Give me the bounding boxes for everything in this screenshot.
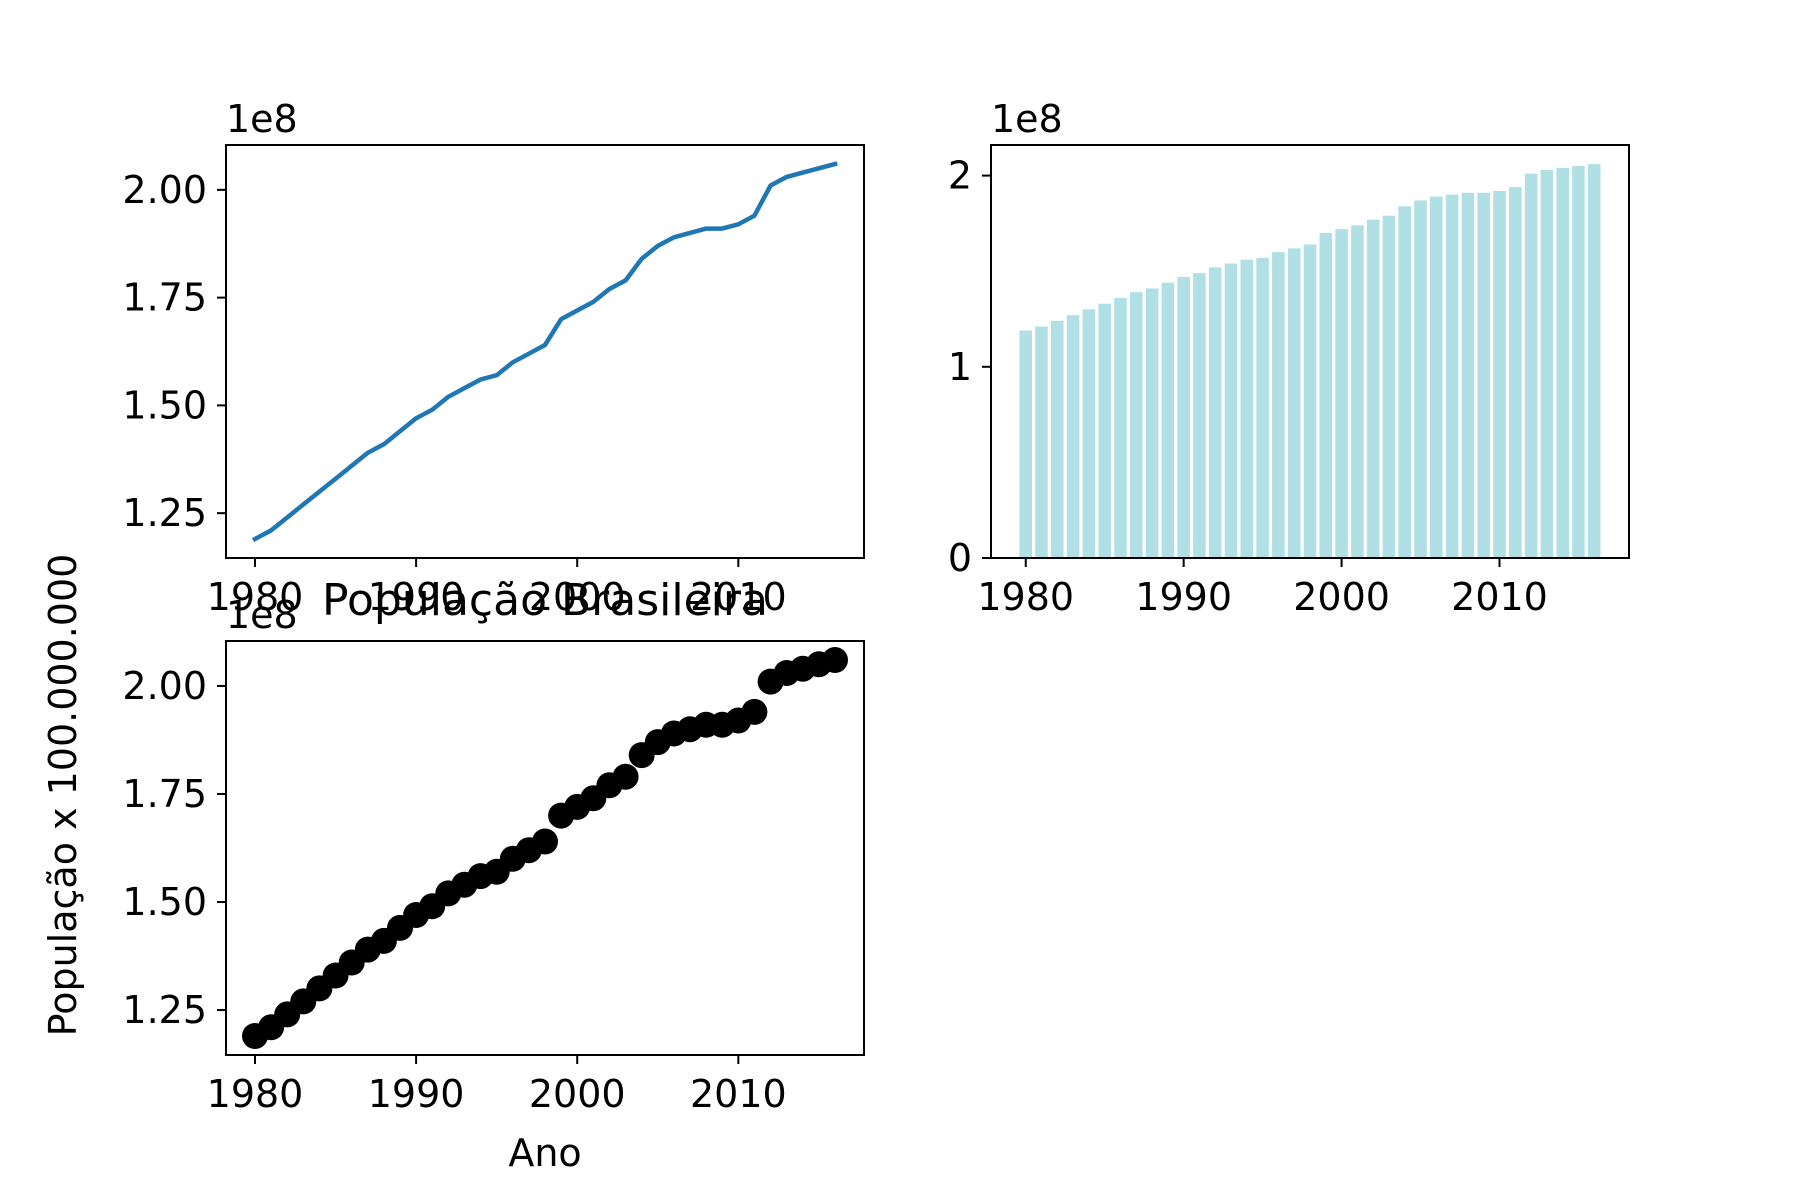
bar-1999 (1319, 233, 1333, 558)
y-tick-label: 1.50 (122, 880, 207, 924)
bar-2004 (1398, 206, 1411, 558)
bar-2012 (1524, 173, 1538, 558)
scatter-chart-panel: 1980 1990 2000 2010 1.25 1.50 1.75 2.00 1e8 Popul… (41, 554, 865, 1175)
bar-2016 (1587, 164, 1601, 558)
bar-1983 (1066, 315, 1080, 558)
bar-2001 (1351, 225, 1364, 559)
x-tick-label: 2000 (529, 575, 626, 619)
bar-1996 (1272, 252, 1285, 558)
bar-1998 (1303, 244, 1317, 558)
x-tick-label: 1980 (977, 575, 1074, 619)
x-tick-label: 2000 (529, 1072, 626, 1116)
bar-2007 (1445, 194, 1459, 558)
bar-2010 (1493, 190, 1506, 558)
bar-2000 (1335, 229, 1348, 558)
x-axis-label: Ano (508, 1131, 581, 1175)
bar-2009 (1477, 192, 1490, 559)
bar-2013 (1540, 169, 1554, 558)
scatter-point-1998 (532, 828, 558, 855)
x-tick-label: 1990 (1135, 575, 1232, 619)
bar-1988 (1145, 288, 1159, 558)
y-tick-label: 1.75 (122, 276, 207, 320)
bar-1993 (1224, 263, 1238, 558)
y-tick-label: 1.25 (122, 491, 207, 535)
bar-2005 (1414, 200, 1427, 558)
bar-2008 (1461, 192, 1475, 559)
axes-frame (225, 144, 865, 559)
x-tick-label: 1980 (207, 575, 304, 619)
bar-1995 (1256, 257, 1269, 558)
scatter-point-2016 (822, 647, 848, 673)
x-tick-label: 2010 (690, 575, 787, 619)
bar-1982 (1051, 320, 1064, 558)
axes-frame (990, 144, 1630, 559)
bar-1992 (1208, 267, 1222, 558)
y-tick-label: 2 (948, 154, 972, 198)
bar-2015 (1572, 166, 1585, 558)
scatter-point-2011 (741, 698, 768, 725)
y-tick-label: 1 (948, 345, 972, 389)
bar-2003 (1382, 215, 1396, 558)
bar-1980 (1019, 330, 1032, 558)
offset-text: 1e8 (991, 97, 1063, 141)
axes-frame (225, 640, 865, 1056)
y-tick-label: 1.50 (122, 383, 207, 427)
bar-1981 (1035, 326, 1048, 558)
bar-1997 (1287, 248, 1301, 559)
x-tick-label: 1990 (368, 1072, 465, 1116)
bar-1989 (1161, 282, 1175, 558)
bar-2002 (1366, 219, 1380, 558)
offset-text: 1e8 (226, 97, 298, 141)
y-tick-label: 2.00 (122, 664, 207, 708)
y-tick-label: 0 (948, 536, 972, 580)
offset-text: 1e8 (226, 593, 298, 637)
bar-2014 (1556, 167, 1569, 558)
scatter-point-2003 (612, 763, 639, 790)
y-axis-label: População x 100.000.000 (41, 554, 85, 1037)
bar-1994 (1240, 259, 1254, 558)
bar-1984 (1082, 309, 1096, 558)
x-tick-label: 2010 (1451, 575, 1548, 619)
x-tick-label: 2010 (690, 1072, 787, 1116)
x-tick-label: 1990 (368, 575, 465, 619)
bar-1986 (1114, 298, 1127, 558)
chart-title: População Brasileira (322, 575, 768, 626)
bar-1990 (1177, 276, 1190, 558)
y-tick-label: 2.00 (122, 168, 207, 212)
x-tick-label: 1980 (207, 1072, 304, 1116)
bar-2006 (1430, 196, 1443, 558)
line-chart-panel: 1980 1990 2000 2010 1.25 1.50 1.75 2.00 1e8 (122, 97, 865, 619)
bar-2011 (1509, 187, 1522, 558)
bar-chart-panel: 1980 1990 2000 2010 0 1 2 1e8 (948, 97, 1630, 619)
bar-1987 (1130, 292, 1143, 558)
bar-1985 (1098, 303, 1111, 558)
bar-1991 (1193, 273, 1206, 558)
population-line (251, 161, 838, 543)
y-tick-label: 1.25 (122, 988, 207, 1032)
x-tick-label: 2000 (1293, 575, 1390, 619)
y-tick-label: 1.75 (122, 772, 207, 816)
